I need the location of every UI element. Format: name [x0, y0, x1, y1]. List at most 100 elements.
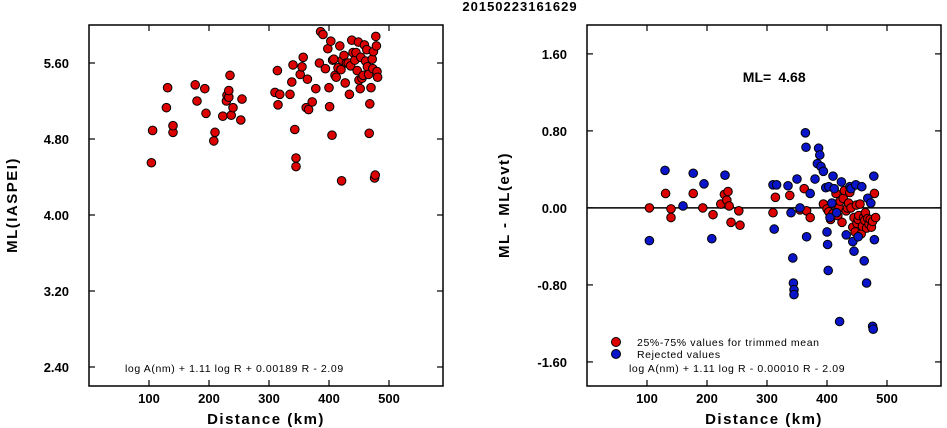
rejected-value-point	[789, 289, 799, 300]
station-magnitude-point	[272, 65, 283, 76]
rejected-value-point	[660, 165, 670, 176]
station-magnitude-point	[224, 85, 234, 96]
rejected-value-point	[857, 181, 867, 192]
station-magnitude-point	[303, 104, 314, 115]
station-magnitude-point	[302, 74, 313, 84]
x-tick-label: 400	[816, 391, 838, 406]
station-magnitude-point	[336, 64, 346, 75]
trimmed-value-point	[644, 203, 655, 213]
rejected-value-point	[707, 233, 717, 244]
rejected-value-point	[828, 171, 838, 181]
rejected-value-point	[678, 201, 688, 211]
ml-value: 4.68	[778, 69, 805, 85]
y-tick-label: 1.60	[542, 47, 567, 62]
station-magnitude-point	[201, 108, 211, 119]
rejected-value-point	[869, 171, 879, 181]
y-tick-label: 4.00	[44, 208, 69, 223]
legend: 25%-75% values for trimmed mean Rejected…	[611, 337, 819, 361]
station-magnitude-point	[318, 29, 328, 40]
station-magnitude-point	[327, 130, 337, 140]
station-magnitude-point	[210, 127, 220, 138]
x-tick-label: 200	[696, 391, 718, 406]
right-plot-frame	[586, 24, 942, 387]
rejected-value-point	[771, 180, 782, 190]
station-magnitude-point	[355, 83, 366, 94]
y-tick-label: -1.60	[537, 355, 567, 370]
station-magnitude-point	[365, 99, 375, 109]
trimmed-value-point	[855, 199, 865, 209]
rejected-value-point	[818, 166, 829, 177]
station-magnitude-point	[291, 161, 301, 172]
station-magnitude-point	[192, 96, 202, 106]
left-axis-ticks: 100 200 300 400 500 2.40 3.20 4.00 4.80 5.60	[44, 25, 443, 406]
rejected-value-point	[769, 224, 780, 234]
rejected-value-point	[822, 227, 832, 237]
station-magnitude-point	[162, 82, 173, 93]
rejected-value-point	[805, 188, 816, 199]
left-panel: 100 200 300 400 500 2.40 3.20 4.00 4.80 5.60 log …	[4, 24, 444, 428]
rejected-value-point	[869, 234, 880, 245]
station-magnitude-point	[335, 41, 345, 51]
trimmed-value-point	[768, 207, 778, 218]
station-magnitude-point	[287, 77, 297, 87]
station-magnitude-point	[320, 63, 331, 74]
y-tick-label: 4.80	[44, 132, 69, 147]
trimmed-value-point	[708, 209, 718, 220]
station-magnitude-point	[228, 102, 238, 113]
rejected-value-point	[815, 150, 825, 160]
rejected-value-point	[688, 168, 699, 179]
station-magnitude-point	[371, 31, 381, 42]
right-x-axis-label: Distance (km)	[705, 411, 823, 428]
station-magnitude-point	[161, 102, 172, 113]
station-magnitude-point	[147, 125, 158, 136]
station-magnitude-point	[209, 136, 219, 146]
right-data-points	[644, 128, 881, 335]
station-magnitude-point	[326, 36, 336, 46]
trimmed-value-point	[723, 186, 733, 197]
right-formula-annotation: log A(nm) + 1.11 log R - 0.00010 R - 2.0…	[629, 363, 845, 375]
rejected-value-point	[825, 212, 835, 223]
trimmed-value-point	[666, 204, 676, 214]
station-magnitude-point	[329, 54, 339, 65]
trimmed-value-point	[869, 188, 880, 199]
rejected-value-point	[644, 235, 655, 246]
station-magnitude-point	[311, 83, 321, 94]
y-tick-label: 0.80	[542, 124, 567, 139]
rejected-value-point	[827, 198, 837, 208]
rejected-value-point	[699, 179, 709, 189]
rejected-value-point	[792, 174, 802, 184]
station-magnitude-point	[370, 170, 381, 180]
trimmed-value-point	[726, 217, 736, 228]
x-tick-label: 300	[258, 391, 280, 406]
rejected-value-point	[795, 203, 805, 213]
trimmed-value-point	[805, 212, 816, 223]
left-plot-frame	[88, 24, 444, 387]
station-magnitude-point	[218, 111, 228, 121]
station-magnitude-point	[366, 82, 376, 93]
trimmed-value-point	[870, 212, 881, 223]
station-magnitude-point	[200, 83, 210, 94]
station-magnitude-point	[285, 89, 295, 100]
trimmed-value-point	[724, 201, 735, 211]
rejected-value-point	[822, 239, 833, 250]
station-magnitude-point	[324, 101, 335, 112]
station-magnitude-point	[340, 78, 351, 88]
station-magnitude-point	[291, 153, 301, 163]
rejected-value-point	[836, 177, 847, 187]
station-magnitude-point	[237, 94, 247, 104]
station-magnitude-point	[273, 100, 283, 110]
rejected-value-point	[849, 246, 859, 257]
station-magnitude-point	[168, 120, 178, 131]
rejected-value-point	[859, 256, 870, 266]
y-tick-label: 3.20	[44, 284, 69, 299]
rejected-value-point	[786, 207, 796, 218]
left-formula-annotation: log A(nm) + 1.11 log R + 0.00189 R - 2.0…	[125, 363, 344, 375]
rejected-value-point	[866, 198, 876, 208]
y-tick-label: -0.80	[537, 278, 567, 293]
rejected-value-point	[861, 278, 872, 288]
station-magnitude-point	[190, 80, 200, 90]
station-magnitude-point	[146, 157, 157, 168]
page-title: 20150223161629	[462, 0, 577, 14]
rejected-value-point	[834, 316, 845, 327]
